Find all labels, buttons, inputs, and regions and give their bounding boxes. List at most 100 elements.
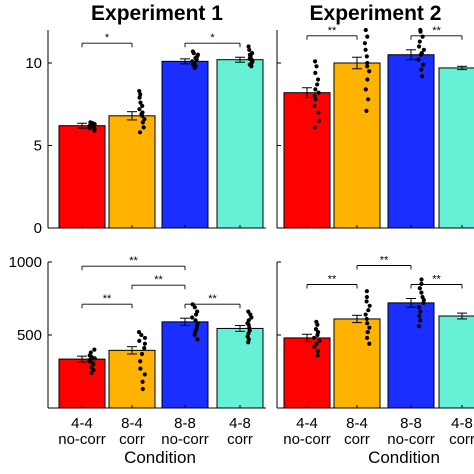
data-point bbox=[315, 329, 321, 335]
error-bar bbox=[180, 317, 190, 327]
data-point bbox=[316, 90, 321, 95]
bar bbox=[216, 59, 264, 229]
significance-bracket: ** bbox=[306, 25, 358, 40]
category-label-line1: 4-4 bbox=[296, 415, 318, 432]
data-point bbox=[246, 44, 251, 49]
error-bar bbox=[77, 122, 87, 129]
panel-title: Experiment 1 bbox=[91, 2, 223, 25]
data-point bbox=[190, 49, 196, 54]
data-point bbox=[420, 34, 425, 39]
data-point bbox=[92, 126, 97, 132]
data-point bbox=[250, 51, 255, 56]
data-point bbox=[417, 286, 422, 291]
data-point bbox=[316, 110, 321, 115]
data-point bbox=[419, 277, 424, 282]
bar bbox=[108, 349, 156, 409]
data-point bbox=[195, 321, 200, 326]
data-point bbox=[195, 52, 200, 57]
y-tick-label: 0 bbox=[34, 220, 42, 237]
data-point bbox=[190, 59, 195, 64]
bar bbox=[58, 125, 106, 229]
error-bar bbox=[352, 314, 362, 324]
axes: 0 5 10 bbox=[25, 30, 266, 237]
category-label-line2: no-corr bbox=[161, 431, 209, 448]
data-point bbox=[248, 312, 253, 317]
data-point bbox=[312, 335, 317, 341]
data-point bbox=[87, 126, 92, 131]
data-point bbox=[365, 77, 370, 82]
panel-exp2-bottom: ** ** ** bbox=[276, 255, 474, 409]
data-point bbox=[419, 290, 424, 295]
data-point bbox=[142, 372, 147, 377]
bar bbox=[387, 54, 435, 229]
y-tick-label: 10 bbox=[25, 55, 42, 72]
data-point bbox=[142, 335, 148, 341]
error-bar bbox=[77, 355, 87, 363]
significance-bracket: ** bbox=[410, 25, 463, 40]
data-point bbox=[315, 353, 320, 358]
error-bar bbox=[302, 333, 312, 343]
data-point bbox=[139, 332, 144, 338]
significance-bracket: ** bbox=[81, 293, 133, 309]
significance-label: ** bbox=[103, 293, 112, 305]
data-point bbox=[416, 57, 421, 62]
data-point bbox=[364, 289, 369, 294]
data-point bbox=[137, 130, 143, 135]
significance-bracket: * bbox=[81, 32, 133, 48]
data-point bbox=[89, 370, 94, 376]
category-label-line2: corr bbox=[227, 431, 253, 448]
data-point bbox=[419, 67, 424, 72]
significance-bracket: ** bbox=[410, 274, 463, 289]
data-point bbox=[92, 121, 97, 127]
significance-bracket: * bbox=[184, 32, 241, 48]
significance-bracket: ** bbox=[356, 255, 412, 270]
axes: 500 1000 bbox=[9, 254, 266, 409]
category-label-line1: 4-8 bbox=[229, 415, 251, 432]
data-point bbox=[363, 27, 368, 33]
y-tick-label: 500 bbox=[17, 327, 42, 344]
data-point bbox=[367, 325, 372, 330]
data-point bbox=[417, 313, 422, 319]
data-point bbox=[142, 117, 147, 122]
category-label-line1: 4-4 bbox=[71, 415, 93, 432]
panel-title: Experiment 2 bbox=[310, 2, 442, 25]
significance-label: * bbox=[105, 32, 110, 44]
axes bbox=[276, 30, 474, 229]
data-point bbox=[138, 366, 143, 371]
bar bbox=[333, 318, 381, 409]
error-bar bbox=[180, 58, 190, 65]
significance-label: ** bbox=[432, 25, 441, 37]
error-bar bbox=[302, 87, 312, 99]
data-point bbox=[137, 95, 142, 100]
data-point bbox=[195, 337, 200, 342]
error-bar bbox=[235, 56, 245, 63]
data-point bbox=[367, 341, 372, 346]
error-bar bbox=[457, 312, 467, 320]
significance-label: ** bbox=[208, 293, 217, 305]
data-point bbox=[140, 386, 145, 392]
data-point bbox=[138, 359, 143, 364]
category-label-line2: no-corr bbox=[58, 431, 106, 448]
error-bar bbox=[127, 346, 137, 355]
data-point bbox=[363, 312, 368, 317]
data-point bbox=[246, 318, 251, 323]
data-point bbox=[312, 344, 317, 349]
data-point bbox=[88, 120, 93, 125]
data-point bbox=[367, 303, 372, 308]
significance-label: ** bbox=[154, 274, 163, 286]
significance-label: ** bbox=[328, 274, 337, 286]
data-point bbox=[138, 100, 143, 105]
bar bbox=[108, 115, 156, 229]
bar bbox=[283, 92, 331, 229]
data-point bbox=[364, 299, 369, 304]
x-axis-title-right: Condition bbox=[368, 448, 440, 467]
data-point bbox=[142, 346, 147, 351]
bar bbox=[438, 315, 474, 409]
data-point bbox=[418, 318, 423, 323]
data-point bbox=[419, 51, 424, 56]
axes bbox=[276, 261, 474, 409]
data-point bbox=[317, 338, 322, 343]
data-point bbox=[137, 338, 142, 343]
x-axis-title: Condition bbox=[124, 448, 196, 467]
error-bar bbox=[406, 49, 416, 61]
